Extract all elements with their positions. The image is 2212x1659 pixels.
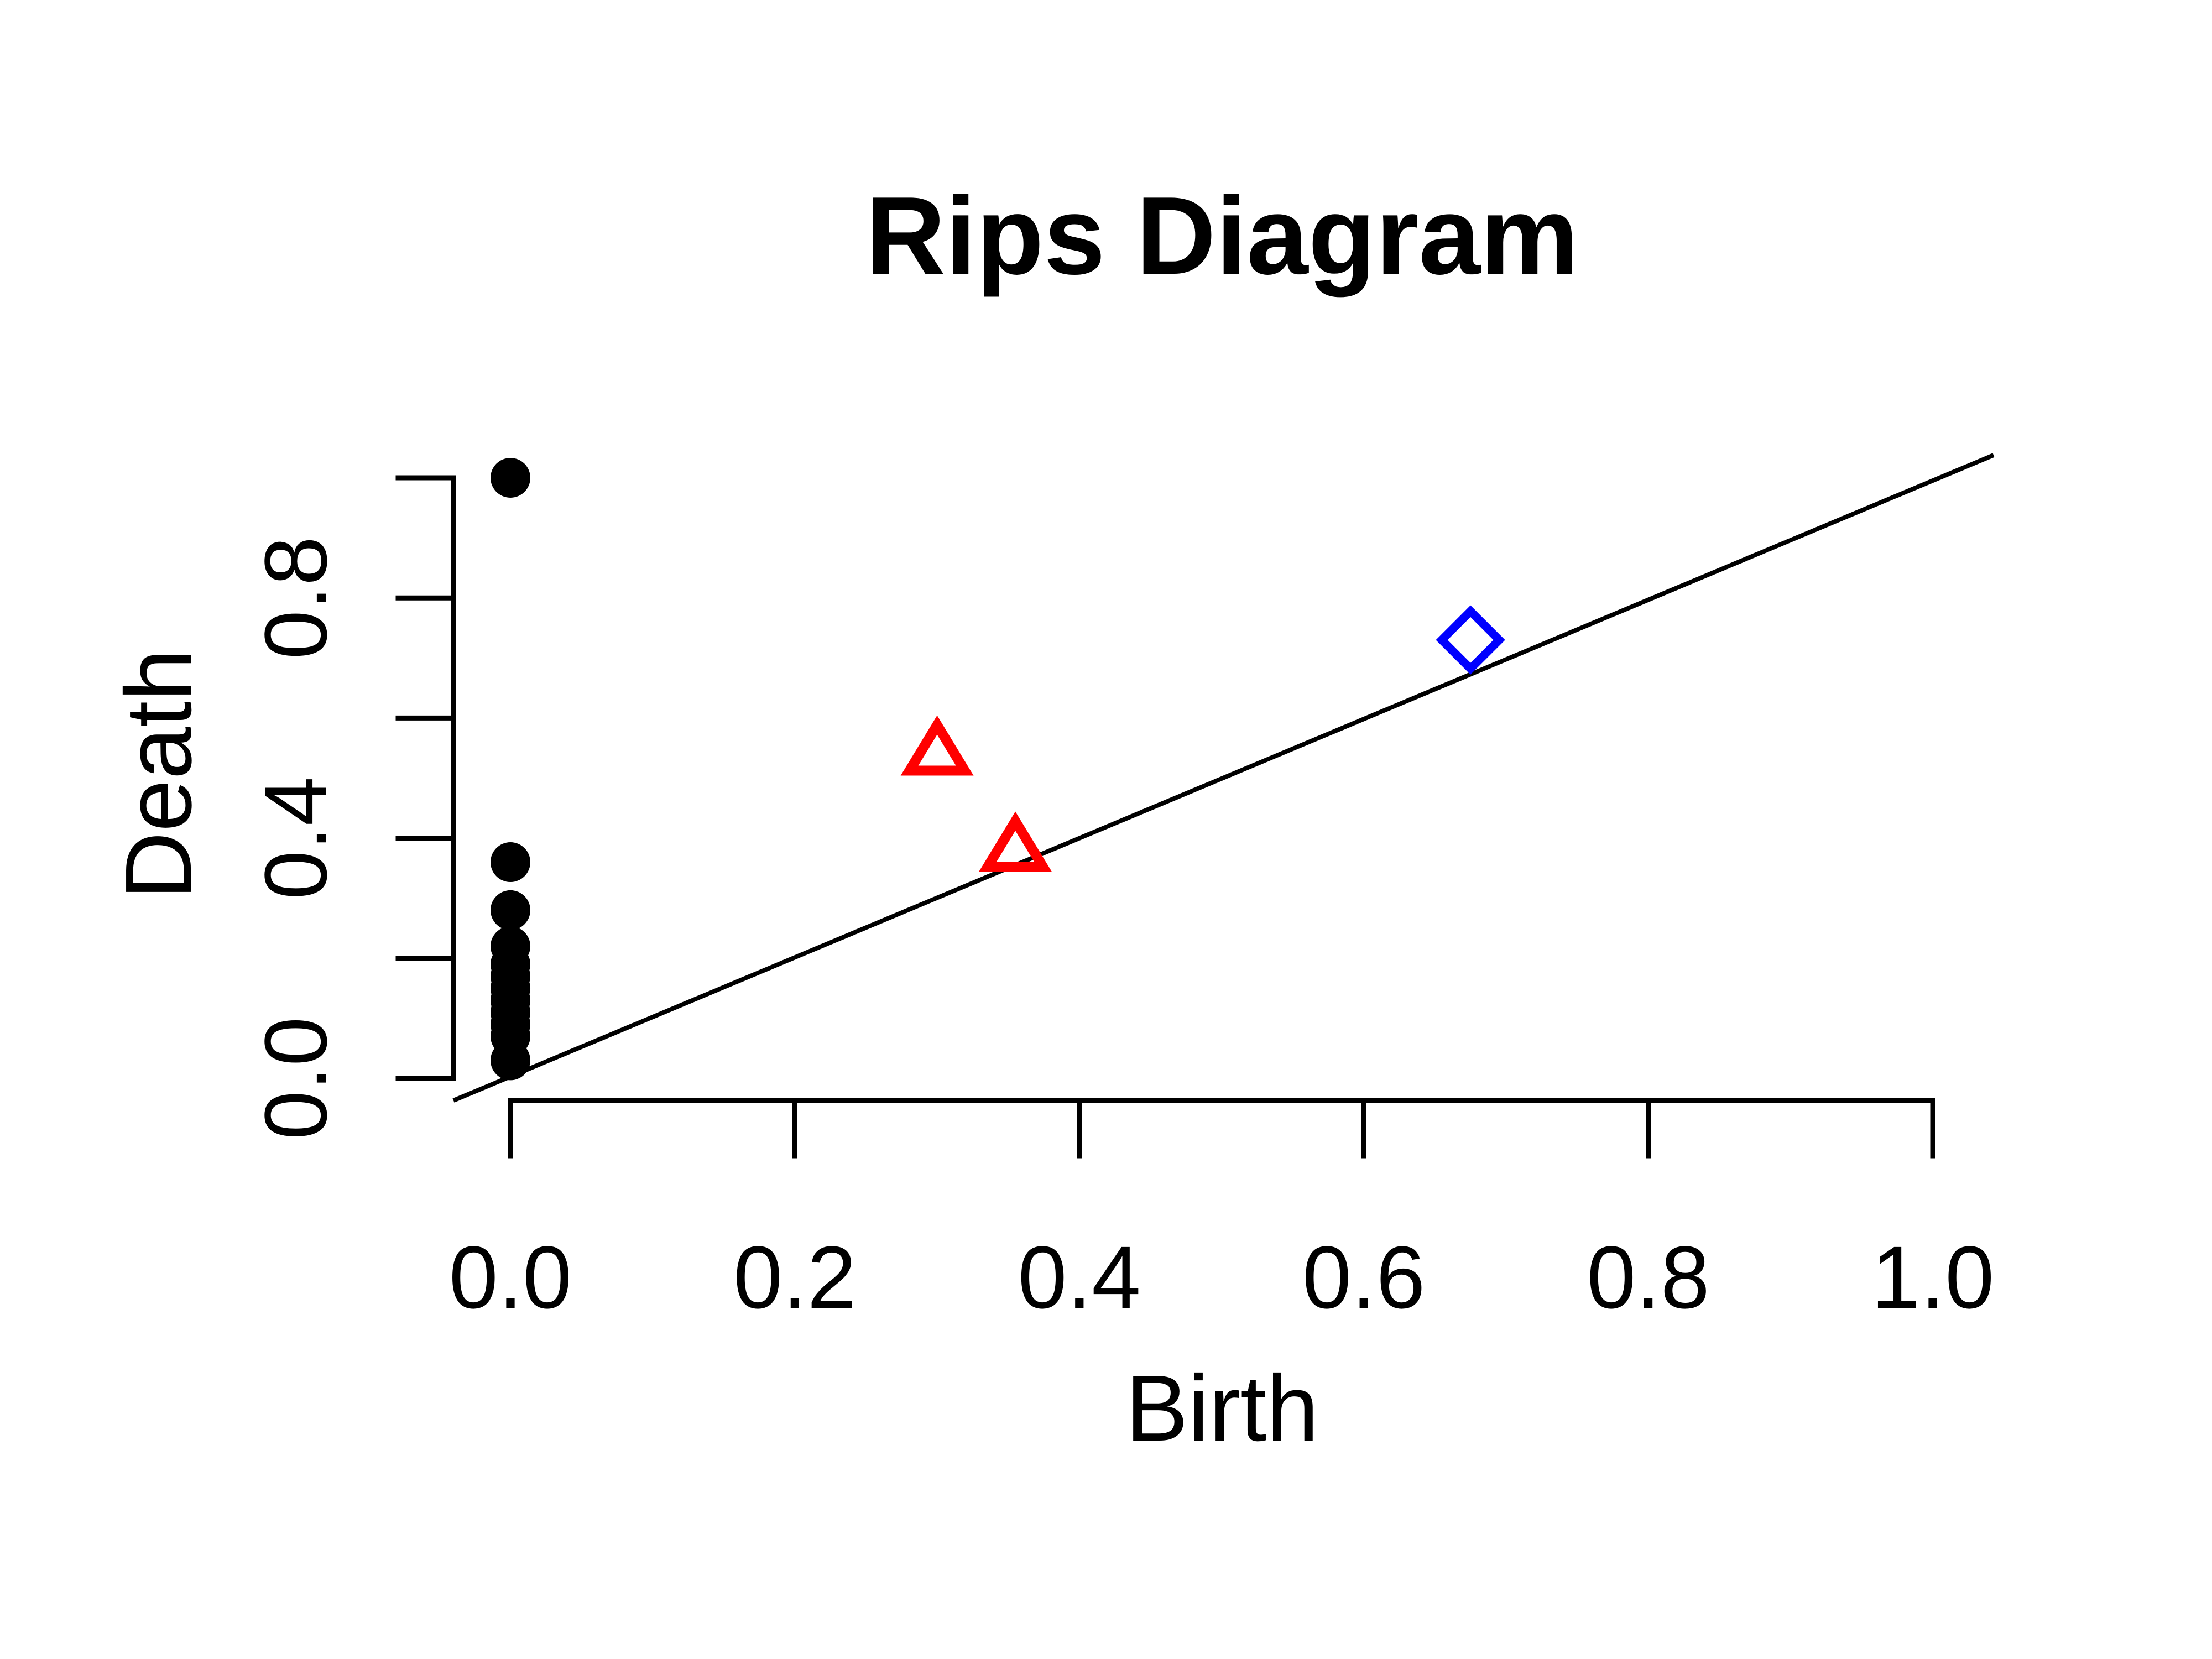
point-dim0 [491,890,530,930]
point-dim1 [900,715,974,776]
chart-title: Rips Diagram [865,174,1578,298]
x-tick-label: 0.4 [1018,1228,1141,1327]
point-dim0 [491,458,530,498]
diagonal-line-layer [452,453,1995,1103]
x-tick-label: 1.0 [1871,1228,1994,1327]
point-dim0 [491,842,530,883]
y-axis-label: Death [106,649,211,900]
x-axis-label: Birth [1125,1356,1319,1461]
x-tick-label: 0.2 [733,1228,856,1327]
point-dim1 [979,811,1052,872]
diagonal-line [452,453,1995,1103]
y-tick-label: 0.8 [246,536,345,659]
y-tick-label: 0.4 [246,776,345,899]
y-tick-label: 0.0 [246,1017,345,1140]
x-tick-label: 0.0 [449,1228,572,1327]
x-tick-label: 0.8 [1587,1228,1709,1327]
x-tick-label: 0.6 [1302,1228,1425,1327]
points-layer [491,458,1505,1081]
point-dim0 [491,926,530,967]
point-dim2 [1436,605,1505,675]
axes: 0.0 0.2 0.4 0.6 0.8 1.0 0.0 0.4 0.8 [246,475,1994,1327]
